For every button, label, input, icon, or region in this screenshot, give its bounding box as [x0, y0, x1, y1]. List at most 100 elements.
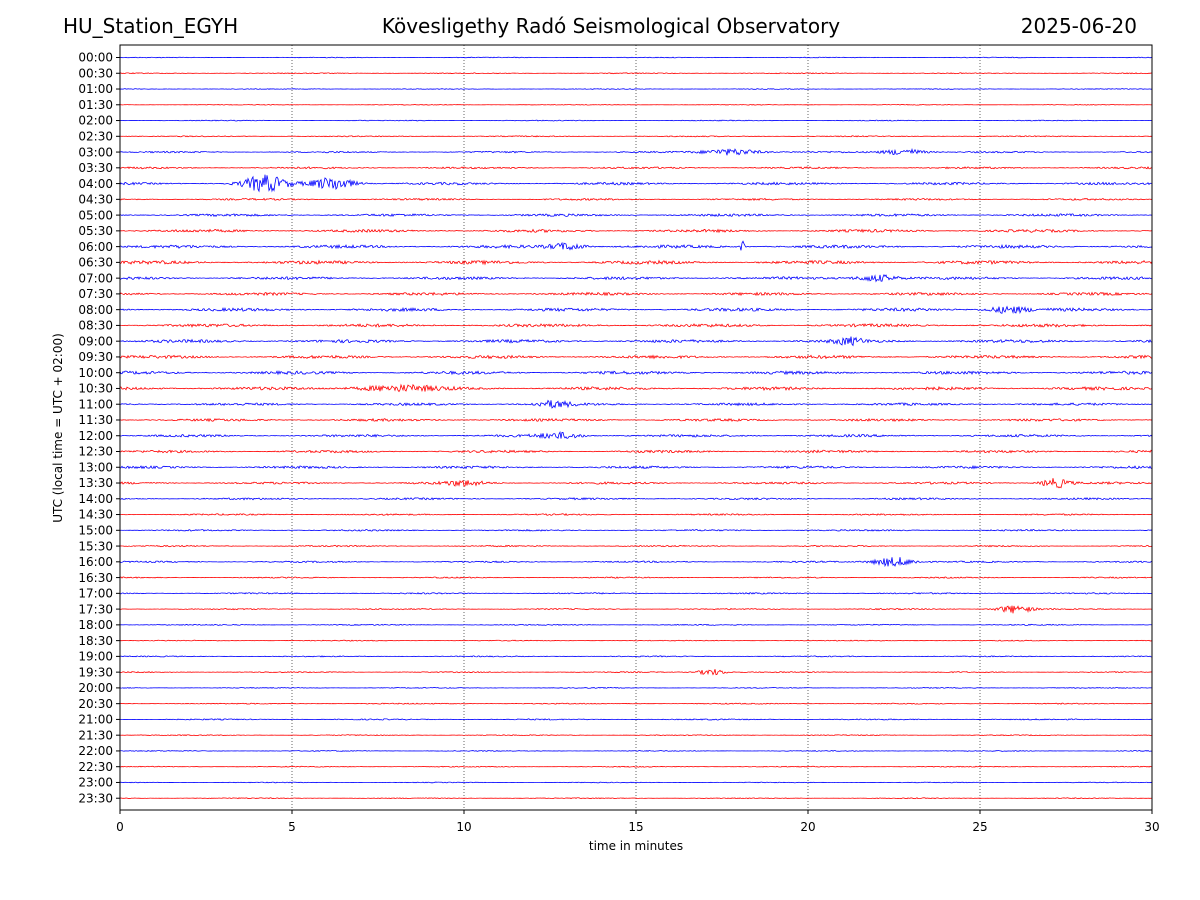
trace-1700: [119, 592, 1153, 595]
y-tick-label: 16:30: [78, 571, 113, 585]
y-tick-label: 19:00: [78, 650, 113, 664]
y-tick-label: 02:00: [78, 114, 113, 128]
y-tick-label: 03:30: [78, 161, 113, 175]
trace-1230: [119, 449, 1153, 454]
y-tick-label: 05:30: [78, 224, 113, 238]
trace-1300: [119, 465, 1153, 470]
y-tick-label: 23:30: [78, 791, 113, 805]
x-tick-label: 20: [800, 820, 815, 834]
x-tick-label: 15: [628, 820, 643, 834]
y-tick-label: 08:00: [78, 303, 113, 317]
y-tick-label: 00:00: [78, 51, 113, 65]
trace-0030: [119, 72, 1153, 75]
y-tick-label: 13:00: [78, 460, 113, 474]
x-tick-label: 30: [1144, 820, 1159, 834]
trace-0300: [119, 148, 1153, 156]
trace-1530: [119, 544, 1153, 548]
trace-0630: [119, 259, 1153, 266]
y-axis-label: UTC (local time = UTC + 02:00): [51, 333, 65, 523]
trace-1830: [119, 639, 1153, 642]
trace-0130: [119, 104, 1153, 106]
y-tick-label: 20:30: [78, 697, 113, 711]
trace-0230: [119, 135, 1153, 138]
trace-1800: [119, 623, 1153, 626]
trace-1100: [119, 399, 1153, 409]
trace-0830: [119, 323, 1153, 328]
trace-1330: [119, 478, 1153, 489]
x-axis-label: time in minutes: [589, 839, 683, 853]
y-tick-label: 14:00: [78, 492, 113, 506]
trace-1500: [119, 528, 1153, 532]
trace-2300: [119, 781, 1153, 784]
trace-0000: [119, 56, 1153, 59]
trace-2000: [119, 686, 1153, 689]
trace-2130: [119, 734, 1153, 737]
trace-1630: [119, 576, 1153, 579]
y-tick-label: 18:00: [78, 618, 113, 632]
y-tick-label: 00:30: [78, 66, 113, 80]
y-tick-label: 22:00: [78, 744, 113, 758]
y-tick-label: 07:00: [78, 271, 113, 285]
y-tick-label: 02:30: [78, 130, 113, 144]
y-tick-label: 12:00: [78, 429, 113, 443]
trace-0730: [119, 291, 1153, 297]
trace-0200: [119, 119, 1153, 122]
y-tick-label: 17:30: [78, 602, 113, 616]
trace-1000: [119, 370, 1153, 376]
station-name: HU_Station_EGYH: [63, 14, 239, 38]
trace-0700: [119, 274, 1153, 283]
y-tick-label: 05:00: [78, 208, 113, 222]
y-tick-label: 04:00: [78, 177, 113, 191]
trace-0400: [119, 174, 1153, 193]
y-tick-label: 21:30: [78, 728, 113, 742]
y-tick-label: 20:00: [78, 681, 113, 695]
trace-1730: [120, 605, 1153, 614]
y-tick-label: 09:00: [78, 334, 113, 348]
trace-0330: [119, 166, 1153, 170]
chart-date: 2025-06-20: [1020, 14, 1137, 38]
trace-1030: [119, 383, 1153, 393]
y-tick-label: 16:00: [78, 555, 113, 569]
y-tick-label: 09:30: [78, 350, 113, 364]
y-tick-label: 14:30: [78, 508, 113, 522]
x-axis: 0 5 10 15 20 25 30: [116, 810, 1160, 834]
trace-layer: [119, 56, 1153, 800]
trace-0430: [119, 197, 1153, 202]
y-tick-label: 23:00: [78, 776, 113, 790]
y-tick-label: 21:00: [78, 713, 113, 727]
trace-2330: [119, 797, 1153, 800]
y-tick-label: 06:30: [78, 256, 113, 270]
trace-2200: [119, 749, 1153, 752]
y-tick-label: 18:30: [78, 634, 113, 648]
y-tick-label: 15:00: [78, 524, 113, 538]
y-tick-label: 07:30: [78, 287, 113, 301]
trace-0100: [119, 88, 1153, 90]
trace-1200: [119, 430, 1153, 440]
y-tick-label: 01:30: [78, 98, 113, 112]
trace-1930: [119, 669, 1153, 676]
trace-2230: [119, 765, 1153, 768]
trace-1900: [119, 655, 1153, 658]
grid-layer: [291, 45, 981, 810]
trace-1430: [119, 513, 1153, 516]
y-tick-label: 22:30: [78, 760, 113, 774]
y-tick-label: 11:30: [78, 413, 113, 427]
y-tick-label: 04:30: [78, 193, 113, 207]
x-tick-label: 25: [972, 820, 987, 834]
trace-2100: [119, 718, 1152, 721]
chart-title: Kövesligethy Radó Seismological Observat…: [381, 14, 841, 38]
y-tick-label: 06:00: [78, 240, 113, 254]
trace-0900: [119, 336, 1153, 347]
y-tick-label: 13:30: [78, 476, 113, 490]
trace-0530: [119, 228, 1153, 234]
trace-1600: [119, 557, 1153, 568]
y-tick-label: 11:00: [78, 397, 113, 411]
x-tick-label: 0: [116, 820, 124, 834]
y-tick-label: 01:00: [78, 82, 113, 96]
trace-0500: [119, 212, 1153, 218]
trace-2030: [119, 702, 1153, 705]
trace-1130: [119, 417, 1153, 423]
trace-1400: [119, 497, 1153, 501]
